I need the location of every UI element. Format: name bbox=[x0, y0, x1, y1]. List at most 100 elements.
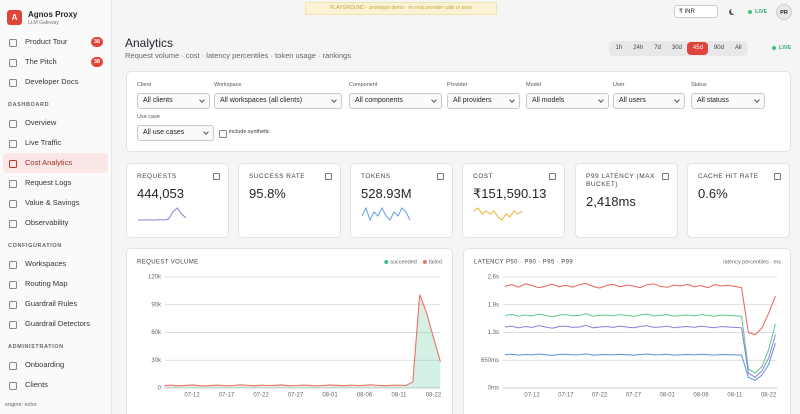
kpi-label: CACHE HIT RATE bbox=[698, 173, 759, 180]
nav-item[interactable]: Routing Map bbox=[3, 274, 108, 294]
chart-card bbox=[463, 248, 791, 414]
currency-select[interactable]: ₹ INR bbox=[674, 5, 718, 18]
nav-item[interactable]: Product Tour 38 bbox=[3, 32, 108, 52]
nav-item[interactable]: The Pitch 38 bbox=[3, 52, 108, 72]
nav-item[interactable]: Cost Analytics bbox=[3, 153, 108, 173]
chart-card bbox=[126, 248, 453, 414]
filter-label: Status bbox=[691, 82, 707, 88]
checkbox-label: include synthetic bbox=[229, 129, 270, 135]
range-pill[interactable]: 1h bbox=[615, 45, 623, 51]
sidebar: A Agnos Proxy LLM Gateway Product Tour 38… bbox=[0, 0, 112, 414]
nav-item[interactable]: Developer Docs bbox=[3, 72, 108, 92]
area bbox=[164, 299, 441, 388]
range-pill[interactable]: 7d bbox=[654, 45, 661, 51]
y-tick-label: 90k bbox=[151, 302, 162, 308]
range-pill[interactable]: 45d bbox=[687, 42, 709, 55]
kpi-icon bbox=[325, 173, 332, 180]
filter-label: Model bbox=[526, 82, 541, 88]
x-tick-label: 08-22 bbox=[426, 393, 442, 399]
nav-icon bbox=[9, 200, 17, 208]
kpi-label: COST bbox=[473, 173, 494, 180]
nav-icon bbox=[9, 39, 17, 47]
nav: Product Tour 38 The Pitch 38 Developer Docs D… bbox=[0, 32, 111, 395]
avatar[interactable]: PR bbox=[776, 4, 792, 20]
x-tick-label: 08-11 bbox=[727, 393, 743, 399]
nav-label: The Pitch bbox=[25, 57, 57, 66]
nav-label: Observability bbox=[25, 218, 69, 227]
nav-label: Onboarding bbox=[25, 360, 65, 369]
nav-item[interactable]: Overview bbox=[3, 113, 108, 133]
x-tick-label: 08-06 bbox=[357, 393, 373, 399]
range-pill[interactable]: 24h bbox=[633, 45, 644, 51]
x-tick-label: 07-27 bbox=[288, 393, 304, 399]
filter-select[interactable]: All components bbox=[349, 93, 442, 109]
kpi-card: REQUESTS 444,053 bbox=[126, 163, 229, 238]
kpi-card: SUCCESS RATE 95.8% bbox=[238, 163, 341, 238]
nav-item[interactable]: Request Logs bbox=[3, 173, 108, 193]
nav-item[interactable]: Clients bbox=[3, 375, 108, 395]
kpi-label: REQUESTS bbox=[137, 173, 177, 180]
nav-label: Cost Analytics bbox=[25, 158, 73, 167]
line bbox=[504, 313, 776, 374]
kpi-value: 528.93M bbox=[361, 186, 412, 201]
kpi-card: P99 LATENCY (MAX BUCKET) 2,418ms bbox=[575, 163, 678, 238]
nav-label: Routing Map bbox=[25, 279, 68, 288]
kpi-label: TOKENS bbox=[361, 173, 391, 180]
y-tick-label: 650ms bbox=[481, 358, 499, 364]
legend-label: failed bbox=[429, 259, 442, 265]
live-indicator: LIVE bbox=[772, 45, 791, 51]
range-pill[interactable]: 90d bbox=[713, 45, 724, 51]
kpi-icon bbox=[213, 173, 220, 180]
nav-item[interactable]: Live Traffic bbox=[3, 133, 108, 153]
footer: engine: echo bbox=[5, 402, 37, 408]
filter-card bbox=[126, 71, 791, 152]
nav-icon bbox=[9, 79, 17, 87]
nav-icon bbox=[9, 362, 17, 370]
filter-select[interactable]: All users bbox=[613, 93, 685, 109]
filter-select[interactable]: All providers bbox=[447, 93, 520, 109]
filter-select[interactable]: All use cases bbox=[137, 125, 214, 141]
filter-select[interactable]: All workspaces (all clients) bbox=[214, 93, 342, 109]
filter-label: Workspace bbox=[214, 82, 242, 88]
range-pill[interactable]: 30d bbox=[671, 45, 682, 51]
nav-icon bbox=[9, 321, 17, 329]
filter-select[interactable]: All models bbox=[526, 93, 609, 109]
nav-label: Value & Savings bbox=[25, 198, 80, 207]
nav-item[interactable]: Onboarding bbox=[3, 355, 108, 375]
nav-item[interactable]: Workspaces bbox=[3, 254, 108, 274]
kpi-icon bbox=[549, 173, 556, 180]
tagline: LLM Gateway bbox=[28, 20, 59, 26]
filter-label: Provider bbox=[447, 82, 468, 88]
nav-icon bbox=[9, 301, 17, 309]
section-title: CONFIGURATION bbox=[8, 243, 62, 249]
filter-label: Use case bbox=[137, 114, 160, 120]
filter-select[interactable]: All statuss bbox=[691, 93, 765, 109]
nav-icon bbox=[9, 140, 17, 148]
nav-label: Workspaces bbox=[25, 259, 67, 268]
section-title: ADMINISTRATION bbox=[8, 344, 64, 350]
nav-label: Product Tour bbox=[25, 37, 68, 46]
live-indicator: LIVE bbox=[748, 9, 767, 15]
nav-item[interactable]: Value & Savings bbox=[3, 193, 108, 213]
y-tick-label: 1.9s bbox=[488, 302, 499, 308]
filter-select[interactable]: All clients bbox=[137, 93, 210, 109]
chart-title: REQUEST VOLUME bbox=[137, 260, 199, 266]
range-pill[interactable]: All bbox=[734, 45, 742, 51]
nav-label: Developer Docs bbox=[25, 77, 79, 86]
kpi-icon bbox=[774, 173, 781, 180]
checkbox[interactable] bbox=[219, 130, 227, 138]
kpi-icon bbox=[437, 173, 444, 180]
nav-item[interactable]: Observability bbox=[3, 213, 108, 233]
kpi-label: P99 LATENCY (MAX BUCKET) bbox=[586, 173, 655, 188]
filter-label: Client bbox=[137, 82, 152, 88]
chart-subtitle: latency percentiles · ms bbox=[723, 259, 781, 265]
nav-item[interactable]: Guardrail Detectors bbox=[3, 314, 108, 334]
sparkline bbox=[138, 207, 187, 221]
nav-item[interactable]: Guardrail Rules bbox=[3, 294, 108, 314]
kpi-value: 2,418ms bbox=[586, 194, 636, 209]
sparkline-path bbox=[138, 207, 187, 221]
range-group: 1h 24h 7d 30d 45d 90d All bbox=[609, 41, 749, 56]
nav-icon bbox=[9, 160, 17, 168]
y-tick-label: 2.6s bbox=[488, 275, 499, 281]
